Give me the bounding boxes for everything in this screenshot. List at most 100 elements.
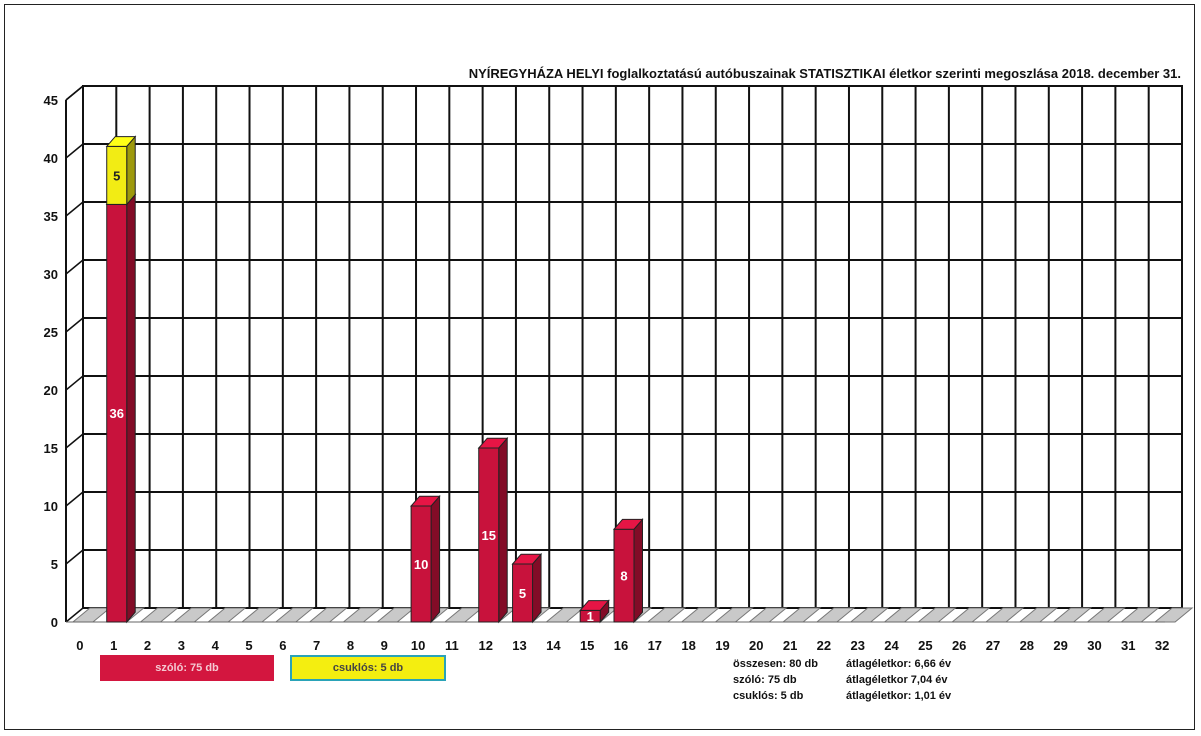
stats-szolo: szóló: 75 db <box>733 674 797 686</box>
gridline-side <box>65 143 84 159</box>
x-tick-18: 18 <box>681 638 695 653</box>
bar-top <box>612 518 644 530</box>
floor-tile <box>747 607 788 623</box>
floor-tile <box>342 607 382 623</box>
bar-top <box>511 553 543 565</box>
floor-tile <box>1153 607 1194 623</box>
gridline-side <box>65 317 84 333</box>
x-tick-23: 23 <box>850 638 864 653</box>
bar-side <box>498 436 508 624</box>
floor-tile <box>815 607 856 623</box>
floor-tile <box>240 607 281 623</box>
legend-szolo: szóló: 75 db <box>100 655 274 681</box>
data-label-szóló-16: 8 <box>620 569 627 584</box>
gridline-side <box>65 433 84 449</box>
stats-total: összesen: 80 db <box>733 658 818 670</box>
floor-tile <box>172 607 213 623</box>
floor-tile <box>883 607 923 623</box>
x-tick-26: 26 <box>952 638 966 653</box>
bar-side <box>430 494 441 624</box>
x-tick-31: 31 <box>1121 638 1135 653</box>
floor-tile <box>1119 607 1160 623</box>
x-tick-16: 16 <box>614 638 628 653</box>
x-tick-22: 22 <box>817 638 831 653</box>
x-tick-28: 28 <box>1020 638 1034 653</box>
y-tick-25: 25 <box>44 325 58 340</box>
gridline-side <box>65 375 84 391</box>
x-tick-25: 25 <box>918 638 932 653</box>
x-tick-5: 5 <box>245 638 252 653</box>
floor-tile <box>274 607 315 623</box>
gridline-side <box>65 259 84 275</box>
x-tick-1: 1 <box>110 638 117 653</box>
x-tick-0: 0 <box>76 638 83 653</box>
floor-tile <box>680 607 721 623</box>
floor-tile <box>375 607 416 623</box>
y-axis-ticks: 0 5 10 15 20 25 30 35 40 45 <box>44 93 58 630</box>
data-label-szóló-15: 1 <box>587 609 594 624</box>
x-tick-32: 32 <box>1155 638 1169 653</box>
data-label-csuklós-1: 5 <box>113 168 120 183</box>
floor-tile <box>544 607 585 623</box>
x-tick-29: 29 <box>1053 638 1067 653</box>
floor-tile <box>984 607 1025 623</box>
gridline-side <box>65 491 84 507</box>
x-tick-8: 8 <box>347 638 354 653</box>
floor-tile <box>916 607 957 623</box>
gridline-side <box>65 607 84 623</box>
gridline-side <box>65 201 84 217</box>
bar-top <box>579 600 610 611</box>
x-tick-3: 3 <box>178 638 185 653</box>
gridline-side <box>65 549 84 565</box>
bar-side <box>126 135 136 206</box>
floor-tile <box>308 607 349 623</box>
y-tick-40: 40 <box>44 151 58 166</box>
y-tick-5: 5 <box>51 557 58 572</box>
y-tick-45: 45 <box>44 93 58 108</box>
floor-tile <box>139 607 179 623</box>
x-tick-13: 13 <box>512 638 526 653</box>
stats-left-column: összesen: 80 db szóló: 75 db csuklós: 5 … <box>733 656 818 704</box>
grid <box>65 85 1183 623</box>
stats-right-column: átlagéletkor: 6,66 év átlagéletkor 7,04 … <box>846 656 951 704</box>
y-tick-0: 0 <box>51 615 58 630</box>
data-label-szóló-13: 5 <box>519 586 526 601</box>
x-tick-27: 27 <box>986 638 1000 653</box>
floor-tile <box>646 607 687 623</box>
data-label-szóló-12: 15 <box>481 528 495 543</box>
y-tick-10: 10 <box>44 499 58 514</box>
x-tick-4: 4 <box>212 638 220 653</box>
floor-tile <box>206 607 247 623</box>
bar-side <box>532 552 542 624</box>
x-tick-9: 9 <box>381 638 388 653</box>
floor-tile <box>1018 607 1059 623</box>
stats-szolo-avg-age: átlagéletkor 7,04 év <box>846 674 948 686</box>
bar-side <box>126 193 136 624</box>
bar-side <box>633 518 643 624</box>
bar-top <box>409 495 441 507</box>
x-axis-ticks: 0 1 2 3 4 5 6 7 8 9 10 11 12 13 14 15 16 17 18 19 20 21 22 23 24… <box>76 638 1169 653</box>
x-tick-7: 7 <box>313 638 320 653</box>
floor-tile <box>950 607 991 623</box>
x-tick-6: 6 <box>279 638 286 653</box>
floor-tile <box>1052 607 1093 623</box>
x-tick-20: 20 <box>749 638 763 653</box>
x-tick-17: 17 <box>648 638 662 653</box>
floor-tile <box>781 607 822 623</box>
bar-top <box>105 136 137 147</box>
floor-tile <box>849 607 890 623</box>
side-wall-top <box>65 85 84 101</box>
y-tick-15: 15 <box>44 441 58 456</box>
x-tick-10: 10 <box>411 638 425 653</box>
x-tick-12: 12 <box>478 638 492 653</box>
bars: 36 5 10 15 5 1 8 <box>105 135 644 624</box>
y-tick-35: 35 <box>44 209 58 224</box>
x-tick-14: 14 <box>546 638 561 653</box>
x-tick-30: 30 <box>1087 638 1101 653</box>
floor-tile <box>71 607 112 623</box>
y-tick-20: 20 <box>44 383 58 398</box>
data-label-szóló-1: 36 <box>109 406 123 421</box>
legend-csuklos: csuklós: 5 db <box>290 655 446 681</box>
stats-total-avg-age: átlagéletkor: 6,66 év <box>846 658 952 670</box>
